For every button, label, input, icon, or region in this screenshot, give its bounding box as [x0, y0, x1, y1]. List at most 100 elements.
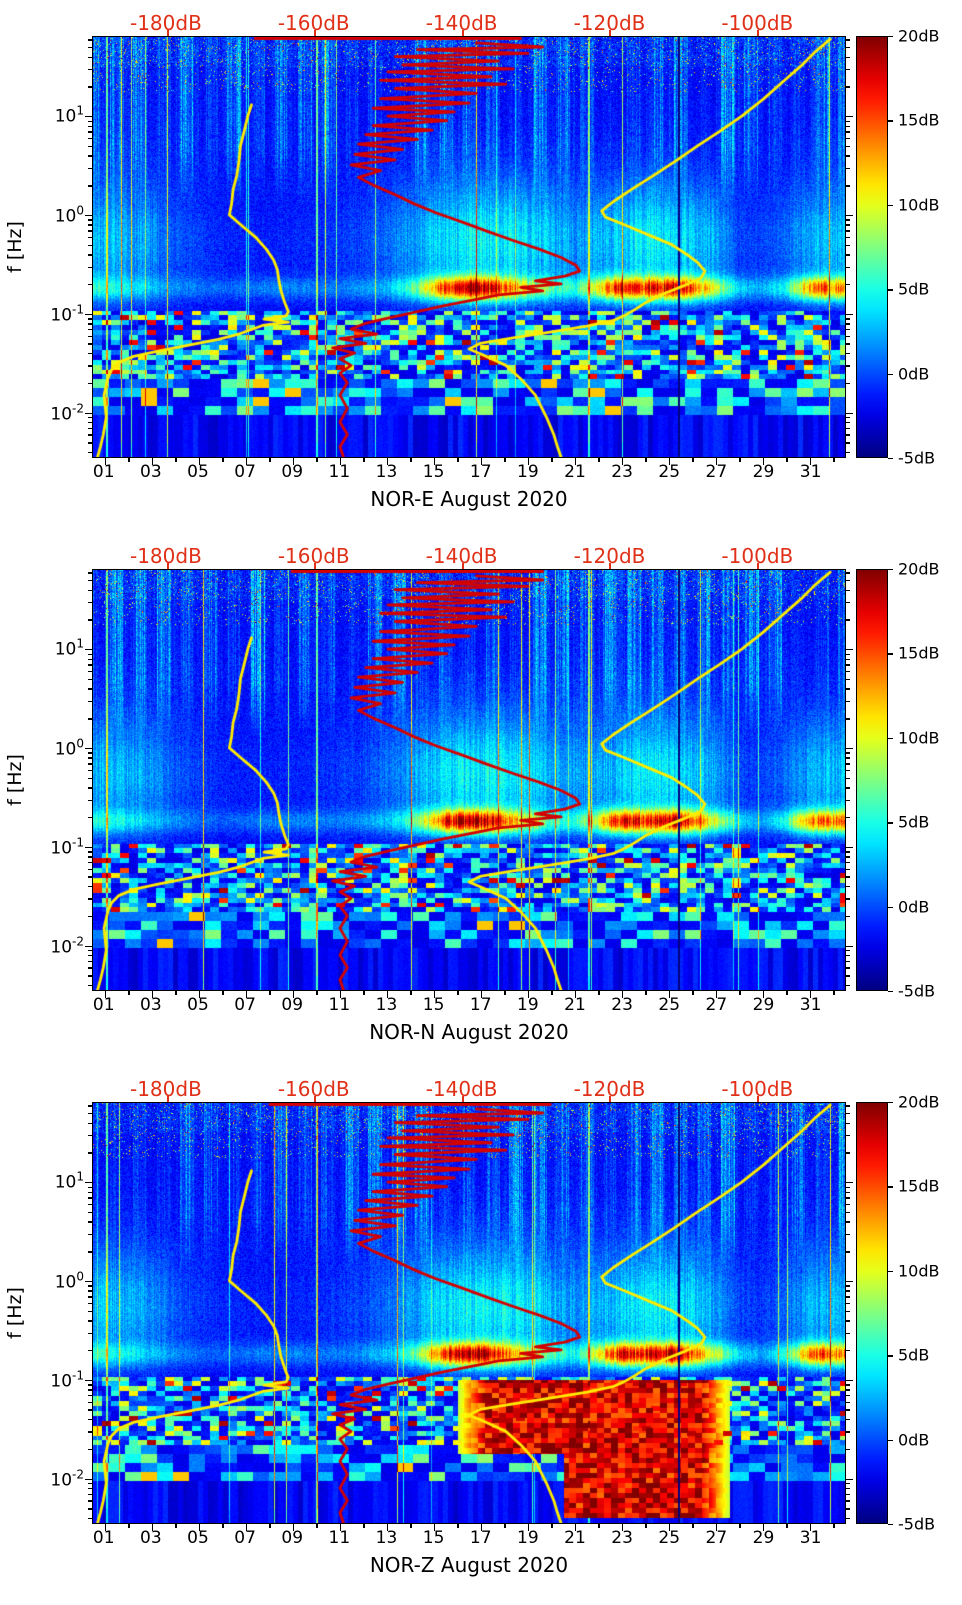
x-axis-major-tick [339, 458, 342, 465]
x-axis-major-tick [668, 991, 671, 998]
x-axis-minor-tick [786, 991, 788, 995]
y-axis-minor-tick [846, 167, 850, 170]
x-tick-label: 09 [281, 995, 304, 1015]
y-axis-minor-tick [846, 1401, 850, 1403]
y-axis-minor-tick [88, 318, 92, 320]
top-axis-tick [166, 563, 169, 569]
y-axis-minor-tick [846, 442, 850, 444]
x-axis-minor-tick [363, 1524, 365, 1528]
y-axis-ticks: 101 100 10-1 10-2 [30, 569, 92, 991]
y-axis-minor-tick [846, 1211, 850, 1214]
spectrogram-canvas [93, 37, 845, 457]
x-axis-major-tick [527, 991, 530, 998]
x-tick-label: 07 [234, 462, 256, 482]
x-axis-minor-tick [457, 458, 459, 462]
top-db-axis: -180dB -160dB -140dB -120dB -100dB [92, 539, 846, 569]
x-axis-minor-tick [269, 458, 271, 462]
y-axis-minor-tick [88, 960, 92, 963]
x-tick-label: 21 [564, 462, 586, 482]
y-axis-minor-tick [846, 664, 850, 666]
y-axis-major-tick [85, 747, 92, 750]
x-axis-major-tick [433, 1524, 436, 1531]
colorbar-tick [888, 1186, 893, 1188]
y-axis-minor-tick [846, 752, 850, 754]
y-axis-minor-tick [88, 39, 92, 41]
y-tick-exponent: -2 [72, 401, 84, 416]
y-axis-minor-tick [846, 589, 850, 591]
y-axis-minor-tick [846, 1296, 850, 1298]
y-axis-minor-tick [846, 619, 850, 621]
x-tick-label: 15 [422, 995, 445, 1015]
y-axis-minor-tick [846, 417, 850, 419]
x-axis-minor-tick [692, 458, 694, 462]
y-axis-major-tick [846, 1280, 853, 1283]
y-axis-minor-tick [846, 1221, 850, 1223]
top-axis-tick [461, 563, 464, 569]
x-tick-label: 25 [658, 462, 681, 482]
y-axis-minor-tick [846, 145, 850, 148]
y-axis-minor-tick [846, 451, 850, 454]
y-axis-minor-tick [846, 1197, 850, 1199]
y-tick-label: 101 [55, 1170, 84, 1193]
y-axis-minor-tick [88, 343, 92, 345]
y-axis-minor-tick [88, 1211, 92, 1214]
x-tick-label: 03 [140, 995, 162, 1015]
x-tick-label: 29 [752, 1528, 775, 1548]
y-tick-label: 10-2 [50, 1468, 84, 1491]
x-axis-minor-tick [551, 1524, 553, 1528]
y-axis-minor-tick [846, 1389, 850, 1391]
y-axis-minor-tick [88, 670, 92, 673]
y-axis-minor-tick [88, 1105, 92, 1107]
x-axis-major-tick [574, 1524, 577, 1531]
y-axis-minor-tick [846, 68, 850, 71]
y-axis-minor-tick [88, 236, 92, 239]
y-axis-major-tick [846, 1182, 853, 1184]
y-axis-major-tick [85, 945, 92, 947]
y-axis-minor-tick [846, 155, 850, 157]
spectrogram-panel-nor-n: -180dB -160dB -140dB -120dB -100dB f [Hz] 10… [0, 539, 962, 1049]
x-axis-major-tick [245, 458, 248, 465]
x-axis-major-tick [151, 458, 154, 465]
x-axis-major-tick [809, 458, 812, 465]
y-axis-minor-tick [88, 787, 92, 789]
colorbar-tick-label: 15dB [898, 1176, 940, 1196]
y-axis-major-tick [846, 846, 853, 849]
x-axis-major-tick [198, 458, 201, 465]
colorbar-tick [888, 204, 893, 207]
spectrogram-canvas [93, 1103, 845, 1523]
y-tick-exponent: 1 [76, 637, 84, 652]
x-tick-label: 19 [517, 462, 539, 482]
y-axis-minor-tick [846, 283, 850, 286]
y-axis-minor-tick [88, 1401, 92, 1403]
x-axis-major-tick [245, 991, 248, 998]
y-axis-minor-tick [846, 579, 850, 582]
y-axis-minor-tick [88, 664, 92, 666]
y-axis-minor-tick [88, 1493, 92, 1496]
y-axis-minor-tick [88, 1508, 92, 1510]
y-axis-minor-tick [88, 658, 92, 660]
colorbar-tick-label: 20dB [898, 26, 940, 46]
x-axis-minor-tick [457, 1524, 459, 1528]
x-axis-minor-tick [598, 458, 600, 462]
y-axis-major-tick [85, 649, 92, 651]
y-axis-major-tick [846, 313, 853, 316]
y-axis-minor-tick [88, 1431, 92, 1433]
x-tick-label: 19 [517, 1528, 539, 1548]
top-axis-tick [609, 1096, 612, 1102]
y-axis-minor-tick [846, 46, 850, 49]
y-tick-label: 100 [55, 1269, 84, 1292]
y-axis-major-tick [85, 1478, 92, 1480]
y-axis-minor-tick [846, 1483, 850, 1485]
x-tick-label: 25 [658, 995, 681, 1015]
x-axis-major-tick [292, 991, 295, 998]
y-tick-exponent: -1 [72, 302, 84, 317]
y-axis-minor-tick [846, 1508, 850, 1510]
y-axis-minor-tick [88, 886, 92, 888]
colorbar-tick [888, 822, 893, 824]
top-axis-tick [756, 1096, 759, 1102]
y-axis-minor-tick [846, 876, 850, 878]
y-axis-minor-tick [88, 1296, 92, 1298]
y-axis-minor-tick [88, 967, 92, 969]
y-axis-major-tick [85, 116, 92, 118]
y-axis-minor-tick [88, 329, 92, 331]
